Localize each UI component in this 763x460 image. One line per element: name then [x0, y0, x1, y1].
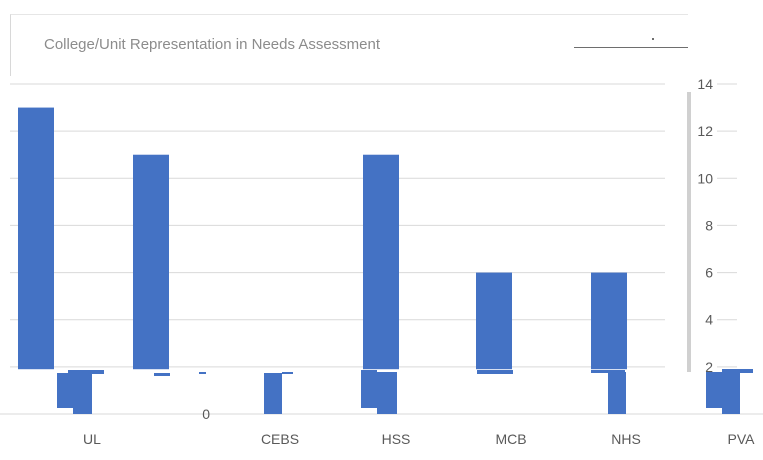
baseline-mark: [264, 373, 282, 414]
x-tick-label: NHS: [611, 431, 641, 447]
bar-UL: [18, 108, 54, 370]
baseline-mark: [282, 372, 293, 374]
baseline-mark: [608, 372, 626, 414]
baseline-mark: [199, 372, 206, 374]
baseline-mark: [477, 370, 513, 374]
bars: [18, 108, 627, 370]
baseline-mark: [68, 370, 104, 374]
bar-NHS: [591, 273, 627, 370]
x-tick-label: MCB: [495, 431, 526, 447]
baseline-mark: [591, 370, 625, 373]
baseline-mark: [73, 373, 92, 414]
y-tick-label: 6: [705, 265, 713, 281]
baseline-mark: [154, 373, 170, 376]
y-tick-label: 2: [705, 359, 713, 375]
baseline-mark: [57, 373, 75, 408]
baseline-mark: [722, 372, 740, 414]
baseline-mark: [361, 371, 375, 373]
bar-HSS: [363, 155, 399, 370]
x-tick-label: PVA: [728, 431, 756, 447]
y-tick-label: 0: [202, 406, 210, 422]
y-tick-label: 12: [697, 123, 713, 139]
x-tick-label: UL: [83, 431, 101, 447]
x-tick-label: HSS: [382, 431, 411, 447]
baseline-mark: [722, 369, 753, 373]
bar-MCB: [476, 273, 512, 370]
y-axis: 0 2 4 6 8 10 12 14: [202, 76, 713, 422]
baseline-mark: [377, 372, 397, 414]
x-tick-label: CEBS: [261, 431, 299, 447]
baseline-mark: [361, 370, 377, 408]
x-axis: UL CEBS HSS MCB NHS PVA: [83, 431, 755, 447]
y-tick-label: 14: [697, 76, 713, 92]
y-tick-label: 8: [705, 217, 713, 233]
baseline-marks: [57, 369, 753, 414]
bar-unlabeled: [133, 155, 169, 370]
y-tick-label: 10: [697, 170, 713, 186]
baseline-mark: [706, 372, 722, 408]
y-tick-label: 4: [705, 312, 713, 328]
